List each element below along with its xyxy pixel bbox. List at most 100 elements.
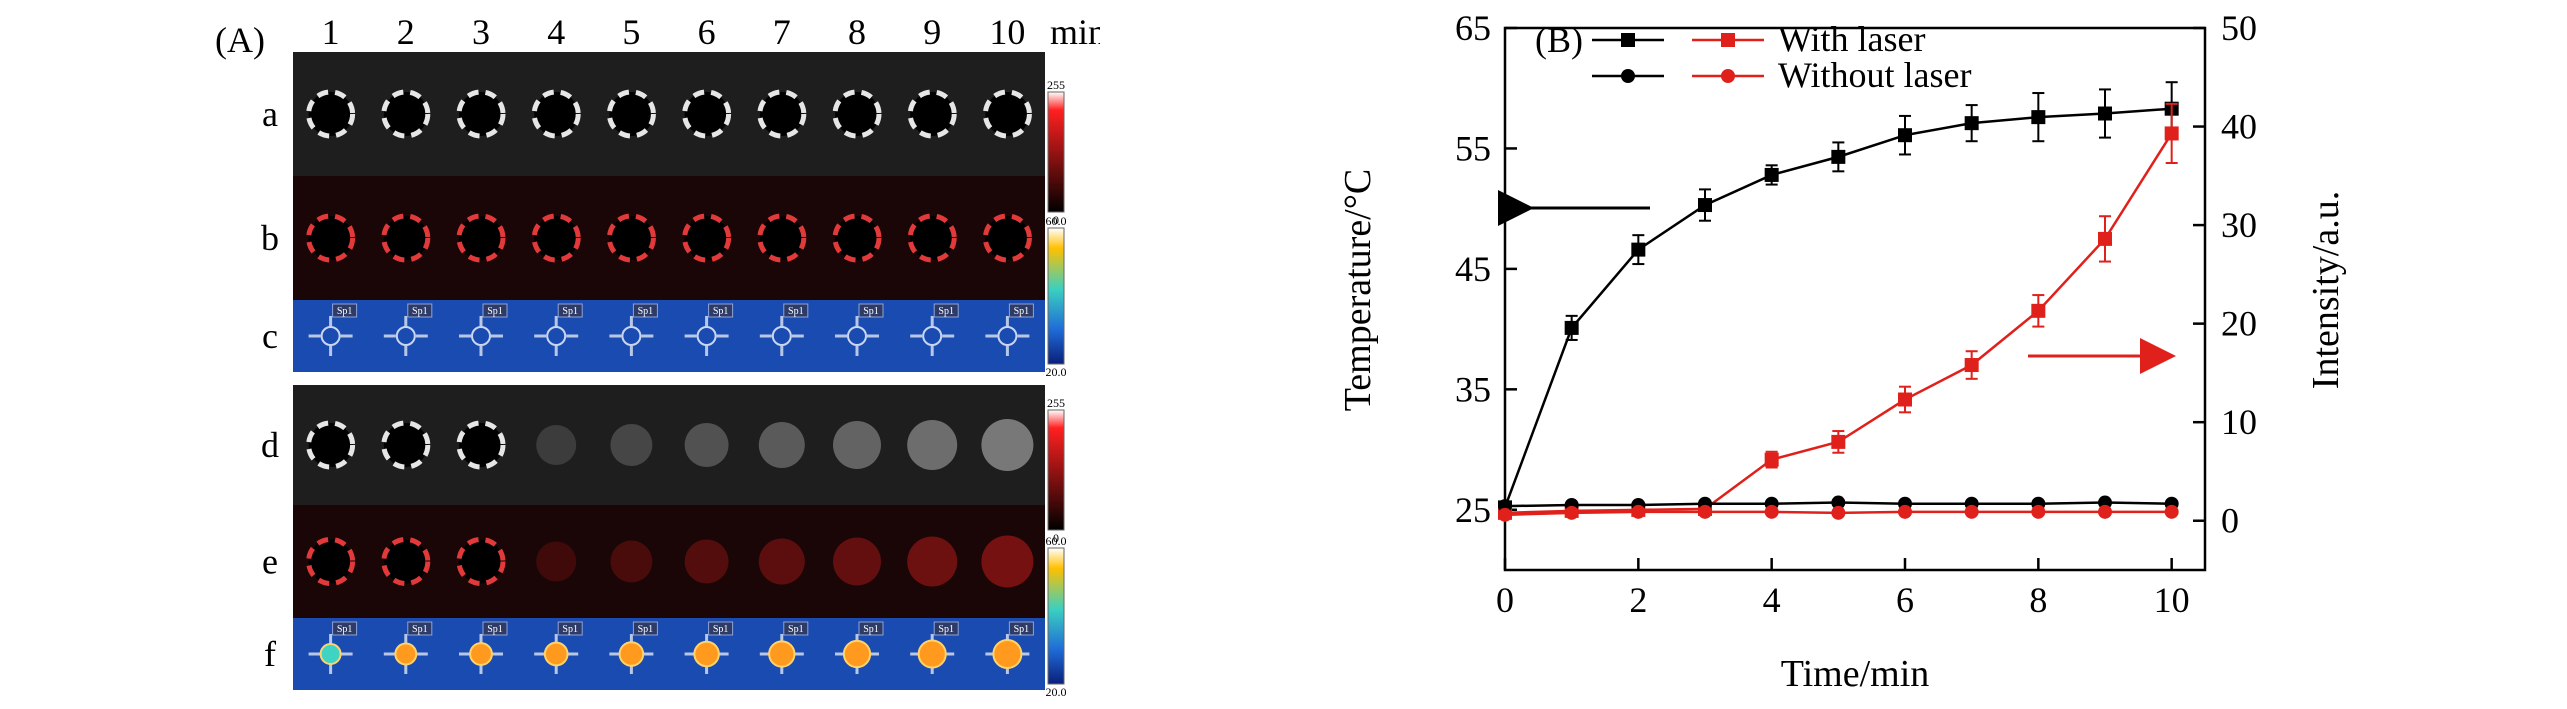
dashed-circle-white bbox=[456, 89, 506, 139]
spot-tag bbox=[933, 303, 959, 318]
y-right-tick-label: 20 bbox=[2221, 304, 2257, 344]
legend-marker-circle bbox=[1721, 69, 1735, 83]
data-point-square bbox=[1964, 116, 1979, 131]
time-label: 7 bbox=[773, 12, 791, 52]
spot-label: Sp1 bbox=[638, 624, 654, 635]
spot-tag bbox=[332, 303, 358, 318]
y-left-axis-title: Temperature/°C bbox=[1337, 169, 1379, 412]
scale-min-label: 0 bbox=[1053, 213, 1059, 227]
thermal-spot: Sp1 bbox=[459, 303, 508, 356]
hot-spot bbox=[917, 639, 947, 669]
scale-max-label: 255 bbox=[1047, 78, 1065, 92]
spot-label: Sp1 bbox=[788, 624, 804, 635]
hot-spot bbox=[693, 640, 720, 668]
spot-label: Sp1 bbox=[713, 306, 729, 317]
spot-tag bbox=[332, 621, 358, 636]
data-point-circle bbox=[1764, 504, 1779, 519]
scale-min-label: 0 bbox=[1053, 531, 1059, 545]
diffuse-spot bbox=[907, 536, 958, 587]
spot-tag bbox=[482, 303, 508, 318]
data-point-circle bbox=[1498, 507, 1512, 522]
thermal-spot: Sp1 bbox=[383, 303, 433, 356]
spot-label: Sp1 bbox=[487, 306, 503, 317]
scale-max-label: 255 bbox=[1047, 396, 1065, 410]
spot-label: Sp1 bbox=[1014, 306, 1030, 317]
data-point-square bbox=[2098, 106, 2112, 121]
y-right-tick-label: 40 bbox=[2221, 107, 2257, 147]
data-point-square bbox=[1831, 434, 1846, 449]
hot-spot bbox=[469, 642, 493, 666]
spot-ring bbox=[395, 326, 416, 346]
row-label: f bbox=[264, 634, 276, 674]
hot-spot bbox=[319, 643, 342, 665]
y-left-tick-label: 45 bbox=[1455, 249, 1491, 289]
spot-label: Sp1 bbox=[1014, 624, 1030, 635]
dashed-circle-white bbox=[757, 89, 807, 139]
spot-tag bbox=[783, 621, 809, 636]
dashed-circle-red bbox=[682, 213, 732, 263]
y-left-tick-label: 25 bbox=[1455, 490, 1491, 530]
dashed-circle-white bbox=[907, 89, 957, 139]
legend-label: With laser bbox=[1778, 19, 1926, 59]
dashed-circle-white bbox=[381, 89, 431, 139]
spot-label: Sp1 bbox=[562, 306, 578, 317]
diffuse-spot bbox=[833, 537, 881, 586]
thermal-spot: Sp1 bbox=[684, 303, 734, 356]
dashed-circle-white bbox=[682, 89, 732, 139]
chart-axes: 0 2 4 6 8 10 25 35 45 55 65 0 10 20 30 40 50 bbox=[1455, 8, 2257, 620]
time-label: 2 bbox=[397, 12, 415, 52]
scale-max-label: 60.0 bbox=[1046, 534, 1067, 548]
y-right-tick-label: 30 bbox=[2221, 205, 2257, 245]
time-label: 10 bbox=[989, 12, 1025, 52]
data-point-square bbox=[1964, 358, 1979, 373]
hot-spot bbox=[394, 642, 418, 666]
thermal-spot: Sp1 bbox=[985, 303, 1034, 356]
y-right-axis-title: Intensity/a.u. bbox=[2305, 191, 2347, 389]
series-0 bbox=[1498, 81, 2179, 515]
spot-ring bbox=[621, 326, 642, 346]
diffuse-spot bbox=[684, 539, 729, 584]
time-label: 4 bbox=[547, 12, 565, 52]
dashed-circle-white bbox=[306, 420, 356, 470]
hot-spot bbox=[992, 639, 1023, 669]
data-point-circle bbox=[1564, 505, 1579, 520]
data-point-circle bbox=[1631, 504, 1646, 519]
x-tick-label: 2 bbox=[1629, 580, 1647, 620]
thermal-spot: Sp1 bbox=[308, 303, 358, 356]
spot-label: Sp1 bbox=[337, 306, 353, 317]
panel-a-label: (A) bbox=[215, 20, 265, 60]
thermal-spot: Sp1 bbox=[684, 621, 734, 674]
gray-scale-bar bbox=[1047, 409, 1065, 531]
time-label: 6 bbox=[698, 12, 716, 52]
row-labels: a b c d e f bbox=[261, 94, 279, 674]
diffuse-spot bbox=[907, 420, 958, 470]
diffuse-spot bbox=[758, 538, 805, 585]
dashed-circle-red bbox=[456, 537, 506, 586]
scale-min-label: 20.0 bbox=[1046, 365, 1067, 379]
thermal-spot: Sp1 bbox=[835, 621, 884, 674]
spot-tag bbox=[632, 303, 658, 318]
dashed-circle-red bbox=[832, 213, 882, 263]
chart-series bbox=[1498, 81, 2179, 522]
spot-tag bbox=[933, 621, 959, 636]
dashed-circle-white bbox=[381, 420, 431, 470]
dashed-circle-white bbox=[456, 420, 506, 470]
legend-marker-circle bbox=[1621, 69, 1635, 83]
hot-spot bbox=[618, 641, 645, 667]
spot-tag bbox=[708, 621, 734, 636]
spot-tag bbox=[482, 621, 508, 636]
series-line bbox=[1504, 132, 2173, 515]
thermal-spot: Sp1 bbox=[985, 621, 1034, 674]
hot-spot bbox=[543, 641, 569, 667]
spot-ring bbox=[320, 326, 341, 346]
x-tick-label: 10 bbox=[2154, 580, 2190, 620]
diffuse-spot bbox=[610, 424, 653, 466]
thermal-scale-bar bbox=[1047, 227, 1065, 365]
diffuse-spot bbox=[684, 423, 729, 467]
thermal-spot: Sp1 bbox=[534, 621, 583, 674]
spot-label: Sp1 bbox=[713, 624, 729, 635]
thermal-spot: Sp1 bbox=[759, 621, 809, 674]
